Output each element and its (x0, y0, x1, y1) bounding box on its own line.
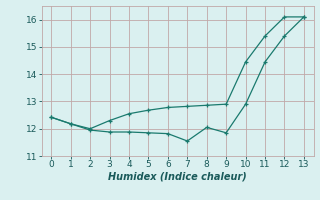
X-axis label: Humidex (Indice chaleur): Humidex (Indice chaleur) (108, 172, 247, 182)
